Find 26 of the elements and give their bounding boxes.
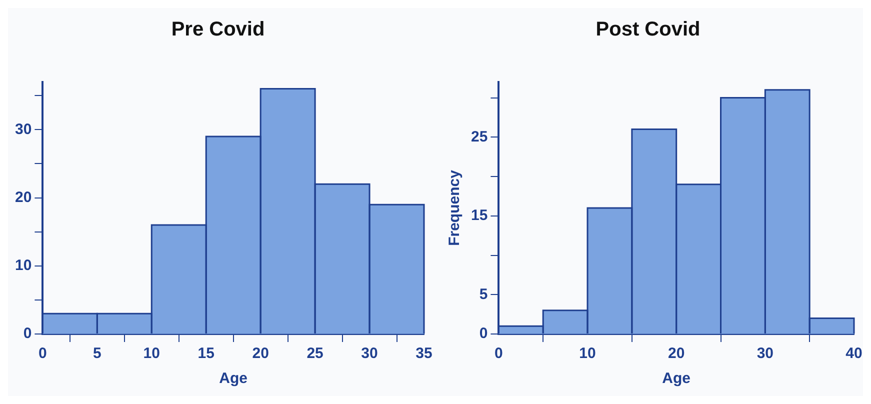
x-axis-title: Age — [219, 370, 248, 388]
y-tick-label: 30 — [14, 120, 32, 138]
x-tick-label: 30 — [361, 345, 378, 362]
chart-title: Pre Covid — [171, 18, 265, 41]
y-tick-label: 25 — [470, 128, 488, 146]
chart-title: Post Covid — [596, 18, 700, 41]
x-tick-label: 25 — [306, 345, 324, 362]
x-tick-label: 0 — [38, 345, 47, 362]
x-tick-label: 0 — [494, 345, 503, 362]
x-tick-label: 10 — [579, 345, 596, 362]
y-axis-title: Frequency — [446, 169, 464, 246]
y-tick-label: 0 — [23, 325, 32, 342]
x-tick-label: 10 — [143, 345, 160, 362]
x-tick-label: 20 — [252, 345, 269, 362]
x-tick-label: 20 — [668, 345, 685, 362]
y-tick-label: 0 — [479, 325, 488, 342]
x-tick-label: 40 — [846, 345, 862, 362]
x-tick-label: 15 — [198, 345, 214, 362]
x-tick-label: 5 — [92, 345, 102, 362]
y-tick-label: 5 — [479, 286, 488, 303]
x-axis-title: Age — [662, 370, 691, 388]
x-tick-label: 35 — [416, 345, 432, 362]
y-tick-label: 20 — [14, 188, 32, 206]
x-tick-label: 30 — [756, 345, 774, 362]
y-tick-label: 10 — [14, 257, 32, 274]
y-tick-label: 15 — [470, 207, 488, 224]
